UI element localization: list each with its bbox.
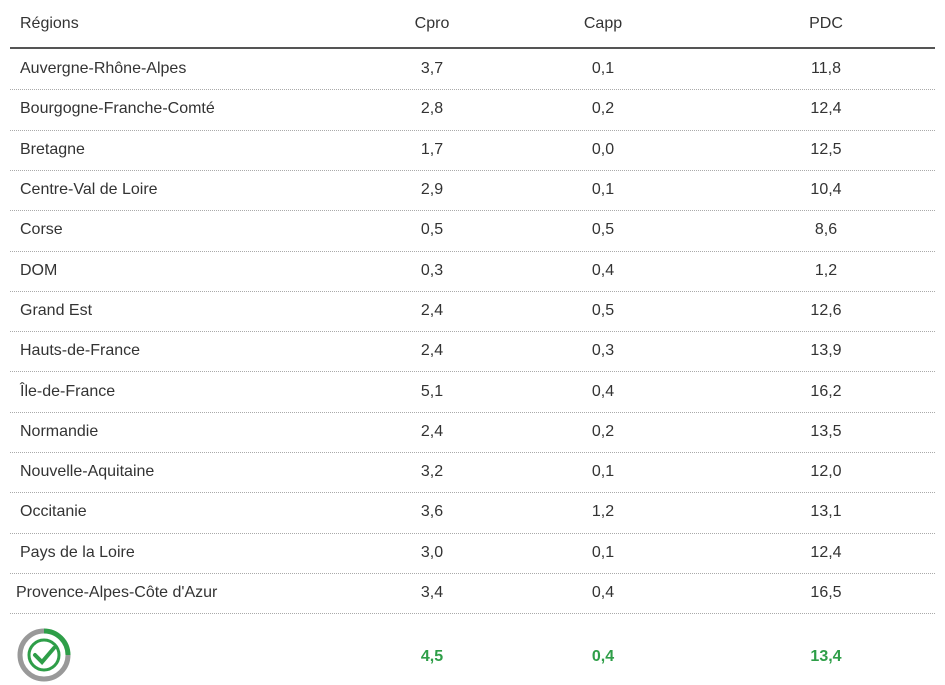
total-cell: 4,5 [420,648,444,665]
value-cell: 0,1 [591,60,615,78]
value-cell: 1,2 [814,261,838,279]
value-cell: 0,0 [591,140,615,158]
value-cell: 12,4 [810,100,842,118]
region-cell: Auvergne-Rhône-Alpes [20,60,187,78]
value-cell: 16,2 [810,382,842,400]
value-cell: 1,2 [591,503,615,521]
value-cell: 2,4 [420,342,444,360]
value-cell: 1,7 [420,140,444,158]
region-cell: Centre-Val de Loire [20,181,158,199]
value-cell: 0,1 [591,181,615,199]
row-separator [10,452,935,453]
value-cell: 12,0 [810,463,842,481]
region-cell: Occitanie [20,503,87,521]
value-cell: 0,4 [591,584,615,602]
value-cell: 0,2 [591,100,615,118]
region-cell: Provence-Alpes-Côte d'Azur [16,584,218,602]
row-separator [10,169,935,171]
value-cell: 0,5 [591,221,615,239]
value-cell: 12,4 [810,543,842,561]
value-cell: 0,1 [591,463,615,481]
value-cell: 3,6 [420,503,444,521]
region-cell: Pays de la Loire [20,543,135,561]
total-cell: 13,4 [810,648,842,665]
row-separator [10,572,935,574]
value-cell: 8,6 [814,221,838,239]
region-cell: Bretagne [20,140,85,158]
region-cell: Bourgogne-Franche-Comté [20,100,215,118]
column-header: Régions [20,15,79,32]
value-cell: 12,5 [810,140,842,158]
region-cell: Normandie [20,422,99,440]
value-cell: 3,7 [420,60,444,78]
row-separator [10,371,935,373]
row-separator [10,411,935,413]
value-cell: 0,1 [591,543,615,561]
row-separator [10,210,935,212]
region-cell: Corse [20,221,63,239]
value-cell: 0,2 [591,422,615,440]
column-header: PDC [809,15,843,32]
value-cell: 13,9 [810,342,842,360]
row-separator [10,290,935,292]
row-separator [10,129,935,131]
value-cell: 10,4 [810,181,842,199]
row-separator [10,89,935,91]
column-header: Capp [583,15,623,32]
row-separator [10,613,935,615]
column-header: Cpro [414,15,450,32]
value-cell: 0,5 [420,221,444,239]
header-rule [10,47,935,49]
value-cell: 2,4 [420,422,444,440]
row-separator [10,331,935,333]
region-cell: Nouvelle-Aquitaine [20,463,155,481]
value-cell: 5,1 [420,382,444,400]
value-cell: 0,3 [420,261,444,279]
region-cell: DOM [20,261,58,279]
value-cell: 0,4 [591,382,615,400]
value-cell: 13,5 [810,422,842,440]
row-separator [10,532,935,534]
value-cell: 2,8 [420,100,444,118]
value-cell: 16,5 [810,584,842,602]
row-separator [10,250,935,252]
value-cell: 3,0 [420,543,444,561]
row-separator [10,492,935,494]
value-cell: 2,9 [420,181,444,199]
region-cell: Grand Est [20,301,93,319]
value-cell: 0,4 [591,261,615,279]
value-cell: 0,3 [591,342,615,360]
total-cell: 0,4 [591,648,615,665]
total-icon [17,628,71,682]
region-cell: Hauts-de-France [20,342,141,360]
value-cell: 0,5 [591,301,615,319]
value-cell: 11,8 [811,60,841,78]
value-cell: 3,4 [420,584,444,602]
value-cell: 13,1 [810,503,842,521]
value-cell: 2,4 [420,301,444,319]
value-cell: 12,6 [810,301,842,319]
value-cell: 3,2 [420,463,444,481]
region-cell: Île-de-France [20,382,116,400]
